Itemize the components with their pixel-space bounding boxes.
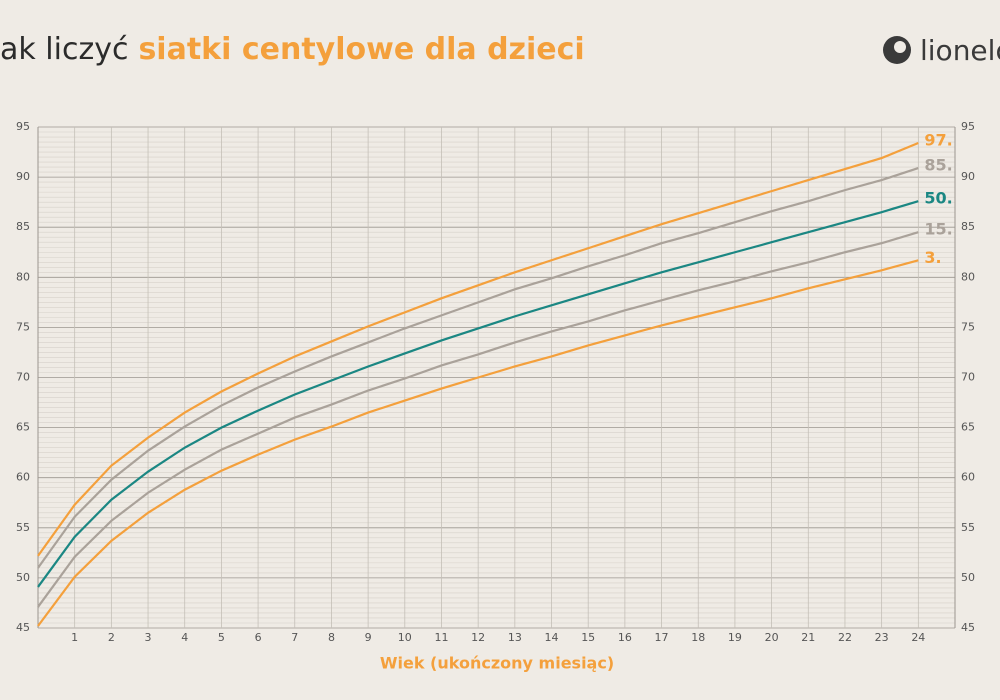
x-tick-label: 18 bbox=[691, 631, 705, 644]
y2-tick-label: 45 bbox=[961, 621, 975, 634]
y2-tick-label: 70 bbox=[961, 371, 975, 384]
line-series bbox=[37, 200, 919, 588]
y2-tick-label: 55 bbox=[961, 521, 975, 534]
x-tick-label: 4 bbox=[181, 631, 188, 644]
series-label: 50. bbox=[924, 189, 952, 208]
series-label: 85. bbox=[924, 156, 952, 175]
x-tick-label: 24 bbox=[911, 631, 925, 644]
y2-tick-label: 60 bbox=[961, 471, 975, 484]
line-series bbox=[37, 167, 919, 569]
line-series bbox=[37, 231, 919, 608]
x-tick-label: 20 bbox=[765, 631, 779, 644]
y2-tick-label: 75 bbox=[961, 320, 975, 333]
line-series bbox=[37, 142, 919, 557]
x-tick-label: 14 bbox=[545, 631, 559, 644]
y-tick-label: 80 bbox=[16, 270, 30, 283]
x-tick-label: 21 bbox=[801, 631, 815, 644]
x-tick-label: 16 bbox=[618, 631, 632, 644]
x-tick-label: 23 bbox=[875, 631, 889, 644]
y-tick-label: 95 bbox=[16, 120, 30, 133]
y-tick-label: 85 bbox=[16, 220, 30, 233]
x-tick-label: 5 bbox=[218, 631, 225, 644]
y2-tick-label: 65 bbox=[961, 421, 975, 434]
logo: lionelo bbox=[883, 34, 1000, 67]
x-tick-label: 15 bbox=[581, 631, 595, 644]
x-tick-label: 3 bbox=[145, 631, 152, 644]
series-label: 3. bbox=[924, 248, 941, 267]
series-label: 15. bbox=[924, 220, 952, 239]
y-tick-label: 60 bbox=[16, 471, 30, 484]
x-axis-label: Wiek (ukończony miesiąc) bbox=[380, 654, 614, 673]
y-tick-label: 50 bbox=[16, 571, 30, 584]
y2-tick-label: 50 bbox=[961, 571, 975, 584]
x-tick-label: 11 bbox=[434, 631, 448, 644]
x-tick-label: 1 bbox=[71, 631, 78, 644]
x-tick-label: 7 bbox=[291, 631, 298, 644]
logo-text: lionelo bbox=[920, 34, 1000, 67]
y-tick-label: 75 bbox=[16, 320, 30, 333]
y-tick-label: 45 bbox=[16, 621, 30, 634]
series-label: 97. bbox=[924, 131, 952, 150]
x-tick-label: 17 bbox=[655, 631, 669, 644]
y-tick-label: 65 bbox=[16, 421, 30, 434]
x-tick-label: 13 bbox=[508, 631, 522, 644]
y-tick-label: 90 bbox=[16, 170, 30, 183]
x-tick-label: 9 bbox=[365, 631, 372, 644]
y-tick-label: 55 bbox=[16, 521, 30, 534]
y2-tick-label: 90 bbox=[961, 170, 975, 183]
logo-icon-hole bbox=[894, 41, 906, 53]
y2-tick-label: 80 bbox=[961, 270, 975, 283]
title-plain: ak liczyć bbox=[0, 32, 128, 67]
line-series bbox=[37, 259, 919, 627]
x-tick-label: 6 bbox=[255, 631, 262, 644]
x-tick-label: 19 bbox=[728, 631, 742, 644]
x-tick-label: 12 bbox=[471, 631, 485, 644]
x-tick-label: 2 bbox=[108, 631, 115, 644]
y2-tick-label: 85 bbox=[961, 220, 975, 233]
x-tick-label: 22 bbox=[838, 631, 852, 644]
chart-title: ak liczyć siatki centylowe dla dzieci bbox=[0, 32, 585, 67]
y2-tick-label: 95 bbox=[961, 120, 975, 133]
title-highlight: siatki centylowe dla dzieci bbox=[138, 32, 584, 67]
y-tick-label: 70 bbox=[16, 371, 30, 384]
x-tick-label: 10 bbox=[398, 631, 412, 644]
x-tick-label: 8 bbox=[328, 631, 335, 644]
